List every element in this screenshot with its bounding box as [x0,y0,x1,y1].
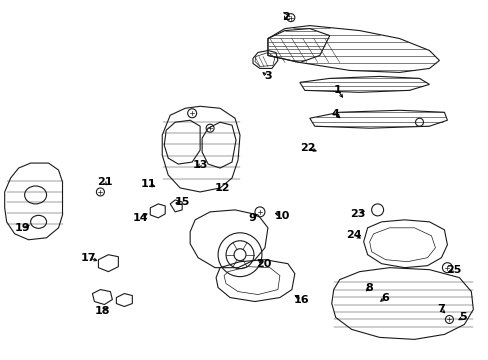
Text: 2: 2 [282,12,289,22]
Text: 13: 13 [192,160,207,170]
Text: 23: 23 [349,209,365,219]
Text: 17: 17 [81,253,96,263]
Text: 7: 7 [437,305,445,315]
Text: 10: 10 [274,211,289,221]
Text: 1: 1 [333,85,341,95]
Text: 19: 19 [15,223,30,233]
Text: 12: 12 [214,183,229,193]
Text: 3: 3 [264,71,271,81]
Text: 9: 9 [247,213,255,223]
Text: 18: 18 [95,306,110,316]
Text: 11: 11 [140,179,156,189]
Text: 5: 5 [459,312,466,323]
Text: 14: 14 [132,213,148,223]
Text: 8: 8 [365,283,373,293]
Text: 22: 22 [300,143,315,153]
Text: 24: 24 [345,230,361,240]
Text: 16: 16 [293,294,309,305]
Text: 15: 15 [174,197,189,207]
Text: 6: 6 [381,293,389,302]
Text: 4: 4 [331,109,339,119]
Text: 25: 25 [445,265,460,275]
Text: 20: 20 [256,259,271,269]
Text: 21: 21 [97,177,112,187]
